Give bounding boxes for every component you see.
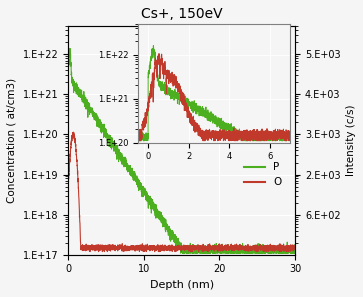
P xyxy=(66,70,70,73)
Title: Cs+, 150eV: Cs+, 150eV xyxy=(141,7,223,21)
O xyxy=(105,247,110,251)
O xyxy=(92,244,96,248)
Line: P: P xyxy=(68,48,295,253)
O xyxy=(97,250,101,253)
P xyxy=(293,249,297,252)
P xyxy=(92,115,96,118)
O xyxy=(153,246,158,249)
O xyxy=(163,244,167,248)
O xyxy=(289,246,293,249)
P xyxy=(67,47,72,50)
O xyxy=(293,248,297,251)
O xyxy=(66,192,70,196)
P xyxy=(264,245,269,249)
P xyxy=(179,251,183,255)
Y-axis label: Intensity (c/s): Intensity (c/s) xyxy=(346,105,356,176)
O xyxy=(71,130,76,134)
Legend: P, O: P, O xyxy=(240,158,285,192)
P xyxy=(163,223,167,226)
P xyxy=(153,214,157,217)
Y-axis label: Concentration ( at/cm3): Concentration ( at/cm3) xyxy=(7,78,17,203)
P xyxy=(105,133,110,136)
O xyxy=(264,246,269,250)
X-axis label: Depth (nm): Depth (nm) xyxy=(150,280,213,290)
P xyxy=(289,247,293,250)
Line: O: O xyxy=(68,132,295,252)
